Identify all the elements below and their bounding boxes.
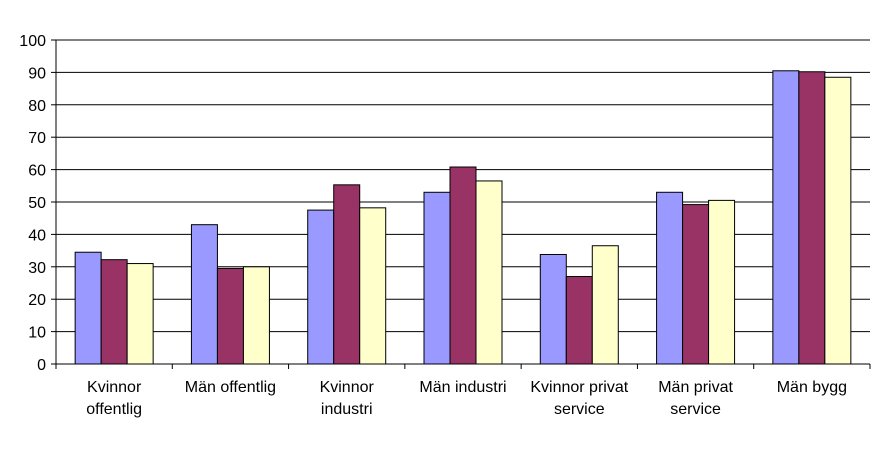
y-tick-label: 90 [28,65,46,82]
bar [772,70,800,365]
x-category-label: industri [321,401,373,418]
x-category-label: Män privat [658,379,733,396]
x-category-label: offentlig [86,401,142,418]
bar [824,76,852,365]
x-category-label: Män industri [419,379,506,396]
bar [565,276,593,365]
x-category-label: Kvinnor privat [530,379,628,396]
bar [100,259,128,365]
x-category-label: service [670,401,721,418]
bar [74,251,102,365]
bar [656,191,684,365]
bar [216,267,244,365]
bar [333,184,361,365]
y-tick-label: 30 [28,260,46,277]
bar [126,263,154,365]
bar [798,71,826,365]
bar [307,209,335,365]
bar [242,266,270,365]
y-tick-label: 10 [28,325,46,342]
labels: 0 10 20 30 40 50 60 70 80 90 100 Kvinnor offentlig Mä… [19,33,847,418]
bar [539,253,567,365]
y-tick-label: 80 [28,98,46,115]
bar [423,191,451,365]
bar [591,245,619,365]
y-tick-label: 20 [28,292,46,309]
x-category-label: service [554,401,605,418]
x-category-label: Män bygg [777,379,847,396]
y-tick-label: 60 [28,163,46,180]
y-tick-label: 40 [28,227,46,244]
y-tick-label: 50 [28,195,46,212]
bar [359,207,387,365]
x-category-label: Kvinnor [320,379,375,396]
bar [449,166,477,365]
bar [190,224,218,365]
y-tick-label: 0 [37,357,46,374]
bar [475,180,503,365]
y-tick-label: 100 [19,33,46,50]
x-category-label: Kvinnor [87,379,142,396]
y-tick-label: 70 [28,130,46,147]
axes [51,39,871,369]
bar [708,199,736,365]
bars [74,70,852,365]
bar [682,204,710,365]
x-category-label: Män offentlig [185,379,276,396]
